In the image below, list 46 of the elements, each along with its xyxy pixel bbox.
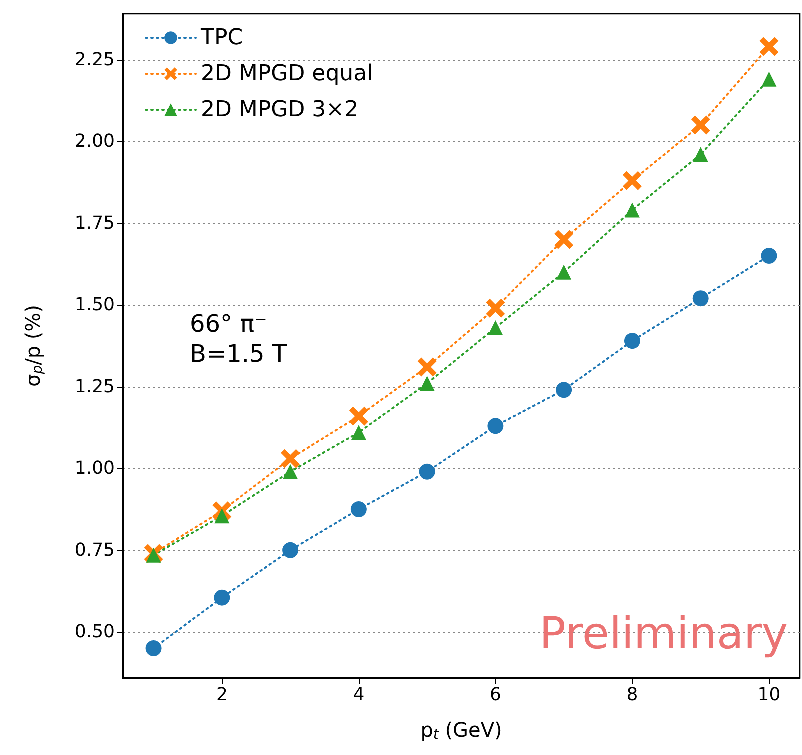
x-tick-label: 4 [353,684,365,706]
point [692,290,709,307]
point [214,590,230,606]
y-axis-title: σp/p (%) [21,305,46,387]
y-tick-label: 0.75 [74,540,115,561]
legend-label: 2D MPGD 3×2 [201,98,359,122]
point [554,230,574,250]
point [624,202,640,218]
point [351,425,366,440]
point [556,264,572,280]
annotation: Preliminary [540,608,788,660]
point [486,298,506,318]
legend-label: TPC [200,26,244,50]
point [761,248,778,264]
point [762,72,777,87]
point [624,333,640,350]
point [283,464,298,480]
point [419,464,436,480]
y-tick-label: 1.00 [74,458,115,480]
point [146,640,162,657]
point [281,449,300,468]
point [691,116,710,135]
point [622,171,642,190]
y-tick-label: 2.25 [74,49,115,70]
y-tick-label: 1.50 [74,294,115,316]
y-tick-label: 1.75 [74,212,115,234]
point [418,358,437,377]
point [488,320,504,336]
x-tick-label: 10 [758,684,781,706]
y-tick-label: 2.00 [74,131,115,152]
annotation: B=1.5 T [190,340,288,368]
point [760,37,779,56]
x-tick-label: 8 [626,684,638,706]
point [282,542,299,558]
y-tick-label: 0.50 [74,622,115,643]
point [556,382,572,398]
legend-label: 2D MPGD equal [201,62,374,86]
point [488,418,504,434]
point [349,406,368,426]
y-tick-label: 1.25 [74,376,115,398]
point [420,376,435,392]
point [350,502,367,518]
x-tick-label: 6 [490,684,502,706]
annotation: 66° π⁻ [190,310,268,338]
x-tick-label: 2 [216,684,228,706]
point [693,147,708,162]
